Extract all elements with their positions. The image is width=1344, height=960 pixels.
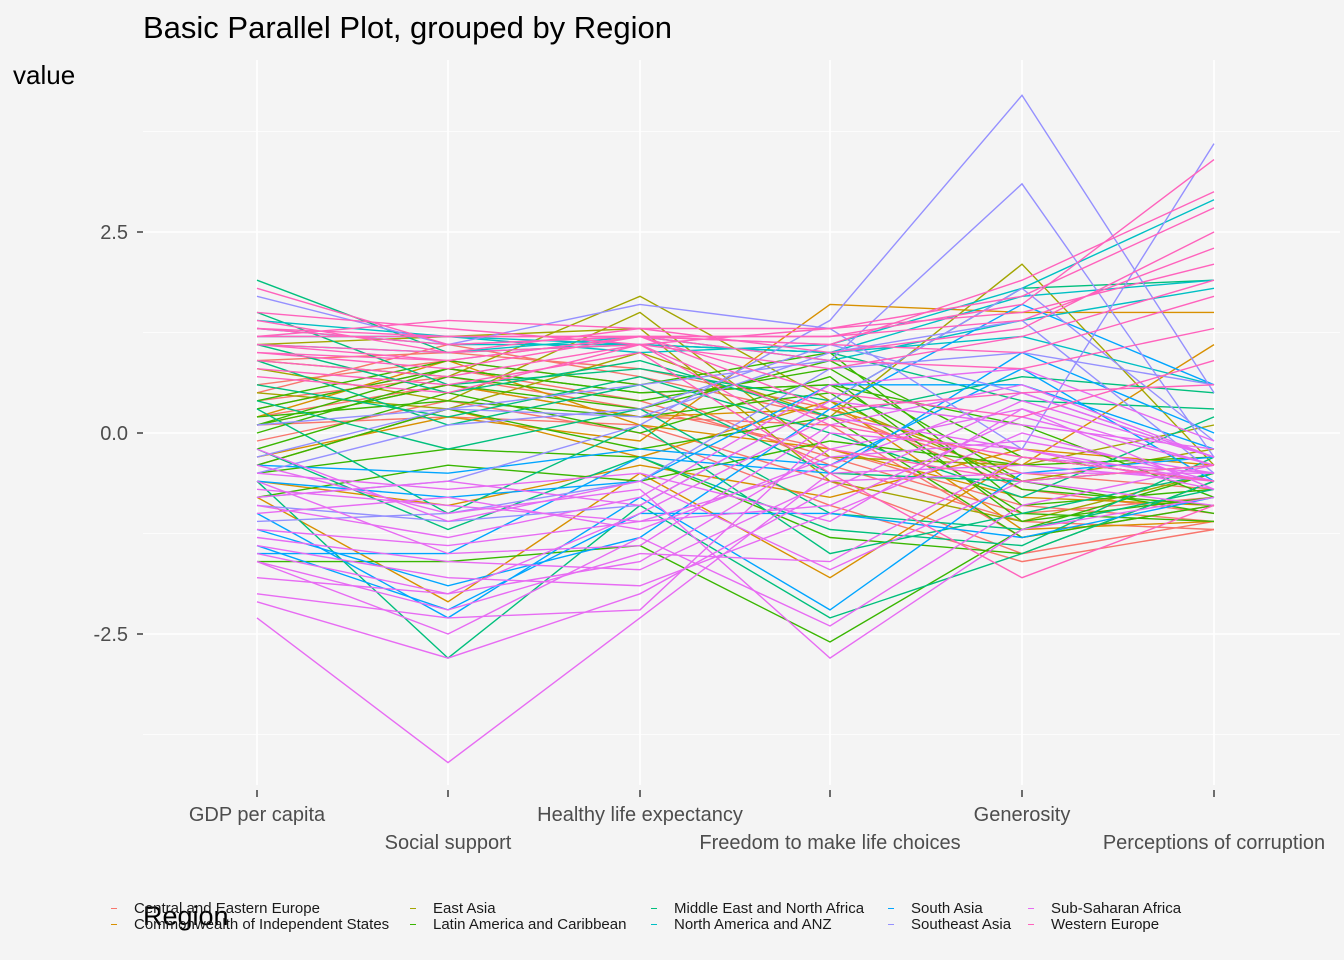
legend-item: Commonwealth of Independent States bbox=[107, 915, 390, 933]
series-line bbox=[256, 367, 1215, 539]
legend-key bbox=[107, 917, 121, 931]
series-line bbox=[257, 472, 1215, 643]
series-line bbox=[256, 327, 1215, 370]
legend-key bbox=[647, 917, 661, 931]
legend-item: Central and Eastern Europe bbox=[107, 899, 320, 917]
x-tick-label: Freedom to make life choices bbox=[699, 832, 960, 854]
series-line bbox=[256, 384, 1215, 499]
series-line bbox=[256, 400, 1215, 531]
series-line bbox=[256, 351, 1215, 523]
series-line bbox=[256, 367, 1215, 482]
legend-item: Sub-Saharan Africa bbox=[1024, 899, 1182, 917]
grid-lines bbox=[143, 60, 1340, 785]
legend-item: East Asia bbox=[406, 899, 496, 917]
series-line bbox=[256, 464, 1215, 659]
legend-key bbox=[884, 901, 898, 915]
y-tick-label: 0.0 bbox=[100, 423, 128, 445]
series-line bbox=[256, 343, 1215, 482]
series-line bbox=[256, 384, 1215, 555]
series-line bbox=[256, 343, 1215, 418]
series-line bbox=[256, 263, 1215, 338]
legend-label: Southeast Asia bbox=[911, 915, 1012, 933]
x-tick-label: Generosity bbox=[974, 804, 1071, 826]
series-line bbox=[256, 400, 1215, 507]
series-line bbox=[257, 199, 1215, 354]
legend-key bbox=[406, 917, 420, 931]
series-line bbox=[256, 335, 1215, 410]
series-line bbox=[256, 408, 1215, 523]
y-tick-label: -2.5 bbox=[94, 624, 128, 646]
series-line bbox=[256, 400, 1215, 659]
legend-item: Western Europe bbox=[1024, 915, 1160, 933]
series-line bbox=[256, 247, 1215, 346]
series-line bbox=[256, 408, 1215, 595]
series-line bbox=[256, 472, 1214, 571]
legend-label: Middle East and North Africa bbox=[674, 899, 865, 917]
legend-item: North America and ANZ bbox=[647, 915, 832, 933]
x-tick-label: GDP per capita bbox=[189, 804, 326, 826]
legend-key bbox=[647, 901, 661, 915]
x-tick-label: Healthy life expectancy bbox=[537, 804, 743, 826]
series-line bbox=[256, 432, 1215, 587]
series-south-asia bbox=[256, 303, 1215, 619]
series-line bbox=[256, 400, 1215, 563]
series-line bbox=[256, 456, 1215, 611]
series-layer bbox=[256, 94, 1215, 764]
legend-item: Latin America and Caribbean bbox=[406, 915, 627, 933]
legend-key bbox=[107, 901, 121, 915]
series-line bbox=[256, 392, 1215, 523]
legend-label: Commonwealth of Independent States bbox=[134, 915, 390, 933]
legend-label: East Asia bbox=[433, 899, 496, 917]
legend-label: Latin America and Caribbean bbox=[433, 915, 627, 933]
legend-label: Central and Eastern Europe bbox=[134, 899, 320, 917]
series-line bbox=[256, 408, 1215, 555]
series-line bbox=[256, 416, 1215, 547]
series-line bbox=[256, 432, 1215, 619]
legend-label: Sub-Saharan Africa bbox=[1051, 899, 1182, 917]
x-tick-label: Social support bbox=[385, 832, 512, 854]
series-sub-saharan-africa bbox=[256, 367, 1215, 764]
legend-key bbox=[1024, 901, 1038, 915]
series-western-europe bbox=[256, 159, 1215, 579]
legend-key bbox=[884, 917, 898, 931]
legend-item: South Asia bbox=[884, 899, 983, 917]
series-line bbox=[256, 351, 1215, 579]
series-line bbox=[256, 456, 1215, 619]
series-line bbox=[256, 279, 1215, 370]
legend-key bbox=[406, 901, 420, 915]
legend-key bbox=[1024, 917, 1038, 931]
legend-label: North America and ANZ bbox=[674, 915, 832, 933]
series-line bbox=[256, 343, 1215, 482]
series-line bbox=[256, 416, 1215, 595]
legend-label: Western Europe bbox=[1051, 915, 1160, 933]
axis-ticks: -2.5 0.0 2.5 GDP per capita Social support He… bbox=[94, 222, 1326, 854]
series-line bbox=[256, 303, 1215, 587]
series-line bbox=[256, 464, 1215, 635]
legend-item: Middle East and North Africa bbox=[647, 899, 865, 917]
y-axis-label: value bbox=[13, 60, 76, 90]
legend-title: Region bbox=[143, 901, 229, 931]
series-line bbox=[256, 182, 1215, 458]
legend-item: Southeast Asia bbox=[884, 915, 1012, 933]
series-line bbox=[256, 464, 1215, 764]
y-tick-label: 2.5 bbox=[100, 222, 128, 244]
series-line bbox=[256, 351, 1215, 507]
series-line bbox=[256, 335, 1215, 418]
series-line bbox=[256, 480, 1215, 660]
series-line bbox=[256, 448, 1215, 507]
chart-title: Basic Parallel Plot, grouped by Region bbox=[143, 10, 673, 45]
legend-label: South Asia bbox=[911, 899, 983, 917]
x-tick-label: Perceptions of corruption bbox=[1103, 832, 1325, 854]
